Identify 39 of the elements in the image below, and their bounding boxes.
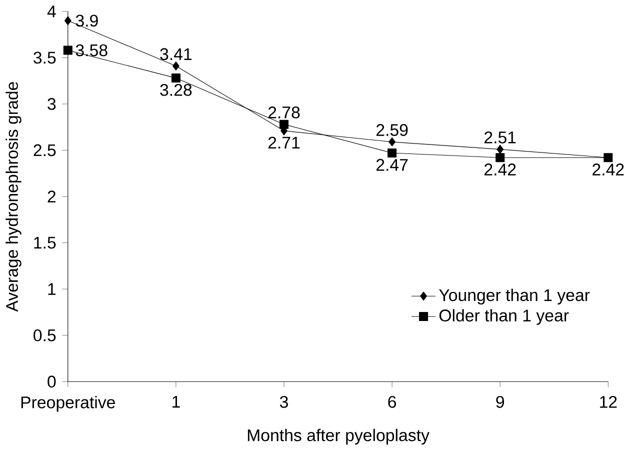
point: [496, 144, 504, 154]
data-label: 2.51: [484, 131, 516, 144]
y-tick-label: 1: [48, 283, 56, 295]
data-label: 3.9: [76, 14, 98, 27]
x-tick-label: 6: [388, 396, 396, 408]
data-label: 3.41: [160, 48, 192, 60]
y-tick-label: 3: [48, 98, 56, 110]
y-tick-label: 1.5: [34, 236, 56, 249]
data-label: 2.59: [376, 124, 408, 136]
data-label: 2.47: [376, 158, 408, 171]
y-tick-label: 2: [48, 190, 56, 202]
point: [388, 137, 396, 146]
y-tick-label: 4: [47, 6, 56, 18]
x-tick-label: 9: [496, 396, 504, 408]
point: [171, 73, 180, 82]
point: [388, 148, 397, 158]
data-label: 3.28: [160, 84, 192, 96]
x-tick-label: 12: [600, 396, 617, 408]
point: [172, 61, 180, 70]
data-label: 2.71: [268, 136, 300, 148]
y-tick-label: 2.5: [34, 144, 56, 156]
x-tick-label: 3: [280, 396, 288, 408]
data-label: 2.42: [484, 163, 516, 176]
y-tick-label: 3.5: [34, 52, 56, 64]
point: [63, 46, 72, 55]
y-tick-label: 0.5: [34, 329, 56, 342]
point: [280, 120, 289, 129]
point: [64, 16, 72, 26]
legend-label: Older than 1 year: [439, 309, 569, 325]
data-label: 3.58: [76, 44, 108, 56]
legend-label: Younger than 1 year: [439, 288, 590, 304]
point: [496, 153, 505, 162]
data-label: 2.78: [268, 106, 300, 118]
data-label: 2.42: [592, 163, 624, 176]
x-tick-label: 1: [172, 396, 180, 408]
y-axis-title: Average hydronephrosis grade: [6, 82, 22, 312]
x-axis-title: Months after pyeloplasty: [248, 428, 430, 444]
x-tick-label: Preoperative: [21, 396, 115, 412]
y-tick-label: 0: [48, 376, 56, 388]
